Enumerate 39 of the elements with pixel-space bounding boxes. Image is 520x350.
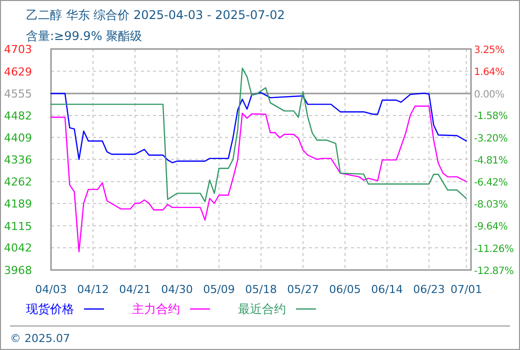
x-tick-label: 06/14 (371, 283, 403, 296)
x-tick-label: 05/09 (203, 283, 235, 296)
y2-tick-label: -9.64% (474, 222, 508, 233)
y2-tick-label: 1.64% (474, 67, 504, 78)
y2-tick-label: -12.87% (474, 266, 514, 277)
legend-label: 主力合约 (132, 302, 180, 316)
y-tick-label: 3968 (4, 264, 32, 277)
x-tick-label: 06/23 (413, 283, 445, 296)
y-tick-label: 4042 (4, 242, 32, 255)
y-tick-label: 4409 (4, 131, 32, 144)
y-tick-label: 4262 (4, 176, 32, 189)
y-tick-label: 4189 (4, 198, 32, 211)
x-tick-label: 04/21 (119, 283, 151, 296)
y-tick-label: 4115 (4, 220, 32, 233)
y2-tick-label: 0.00% (474, 90, 504, 101)
x-tick-label: 04/30 (161, 283, 193, 296)
y2-tick-label: -1.58% (474, 111, 508, 122)
y-tick-label: 4703 (4, 43, 32, 56)
y-tick-label: 4629 (4, 65, 32, 78)
y2-tick-label: 3.25% (474, 45, 504, 56)
y2-tick-label: -11.26% (474, 244, 514, 255)
x-tick-label: 07/01 (450, 283, 482, 296)
legend-label: 最近合约 (238, 302, 286, 316)
x-tick-label: 05/18 (245, 283, 277, 296)
y2-tick-label: -3.20% (474, 133, 508, 144)
text: © 2025.07 (10, 332, 70, 345)
y-tick-label: 4555 (4, 88, 32, 100)
chart-title: 乙二醇 华东 综合价 2025-04-03 - 2025-07-02 (26, 8, 285, 22)
x-tick-label: 04/03 (35, 283, 67, 296)
chart-subtitle: 含量:≥99.9% 聚酯级 (26, 29, 142, 43)
y-tick-label: 4482 (4, 109, 32, 122)
y2-tick-label: -8.03% (474, 200, 508, 211)
y-tick-label: 4336 (4, 153, 32, 166)
y2-tick-label: -4.81% (474, 156, 508, 166)
x-tick-label: 06/05 (329, 283, 361, 296)
y2-tick-label: -6.42% (474, 178, 508, 189)
x-tick-label: 04/12 (77, 283, 109, 296)
x-tick-label: 05/27 (287, 283, 319, 296)
legend-label: 现货价格 (26, 302, 74, 316)
